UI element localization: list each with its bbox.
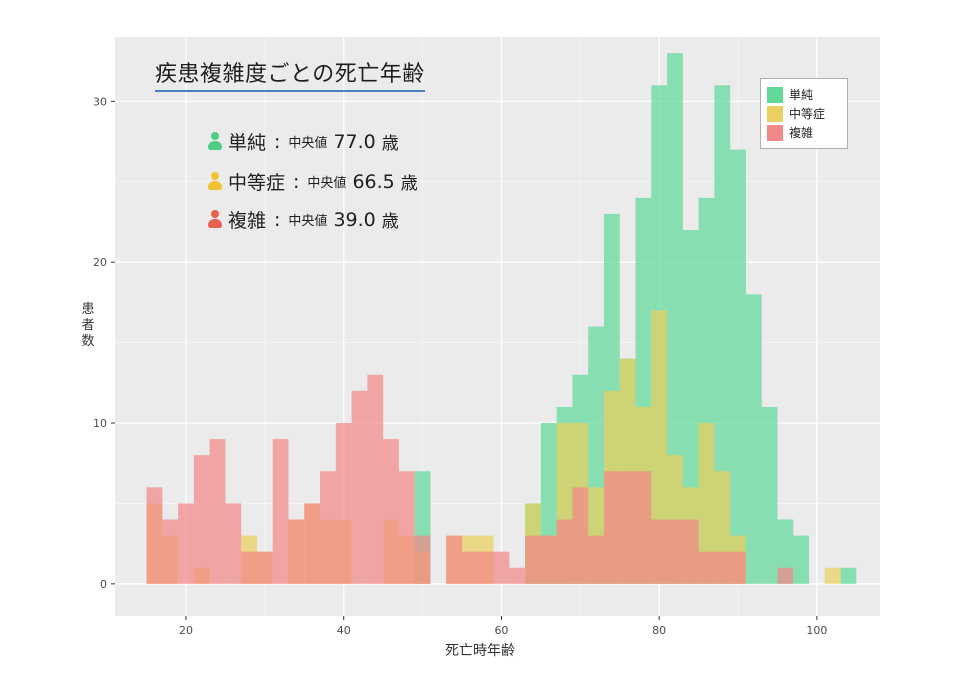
bar-series-0 [714, 85, 731, 584]
median-value: 39.0 [333, 208, 376, 231]
x-tick-label: 20 [179, 624, 193, 637]
bar-series-0 [667, 53, 683, 584]
chart-title-wrap: 疾患複雑度ごとの死亡年齢 [155, 56, 425, 92]
bar-series-2 [635, 471, 652, 584]
median-annotation-simple: 単純 : 中央値 77.0 歳 [208, 128, 399, 155]
bar-series-2 [225, 503, 242, 584]
bar-series-2 [209, 439, 226, 584]
legend-swatch [767, 124, 783, 141]
bar-series-0 [745, 294, 762, 584]
legend-item-complex: 複雑 [767, 123, 841, 142]
y-tick-label: 10 [93, 417, 107, 430]
bar-series-2 [383, 439, 399, 584]
y-axis-label: 患者数 [81, 302, 95, 349]
y-axis-ticks: 0 10 20 30 [93, 95, 115, 591]
median-value: 77.0 [333, 130, 376, 153]
bar-series-1 [698, 423, 715, 584]
annotation-label: 中等症 [228, 172, 286, 194]
bar-series-2 [178, 503, 194, 584]
median-unit: 歳 [400, 174, 418, 194]
median-unit: 歳 [381, 212, 399, 232]
legend-label: 単純 [789, 88, 814, 102]
bar-series-2 [414, 535, 431, 584]
bar-series-2 [588, 535, 604, 584]
bar-series-2 [714, 551, 731, 584]
person-icon [208, 209, 222, 231]
bar-series-2 [146, 487, 163, 584]
bar-series-2 [572, 487, 589, 584]
bar-series-2 [335, 423, 352, 584]
person-icon [208, 171, 222, 193]
y-tick-label: 20 [93, 256, 107, 269]
bar-series-2 [462, 551, 478, 584]
bar-series-2 [493, 551, 510, 584]
bar-series-2 [477, 551, 494, 584]
y-tick-label: 0 [100, 578, 107, 591]
x-tick-label: 80 [652, 624, 666, 637]
bar-series-2 [193, 455, 210, 584]
legend-item-moderate: 中等症 [767, 104, 841, 123]
bar-series-2 [398, 471, 415, 584]
legend-item-simple: 単純 [767, 85, 841, 104]
legend-swatch [767, 105, 783, 122]
median-label: 中央値 [307, 176, 347, 191]
legend-label: 複雑 [789, 126, 814, 140]
bar-series-2 [304, 503, 321, 584]
annotation-label: 複雑 [228, 210, 267, 232]
bar-series-2 [256, 551, 273, 584]
y-tick-label: 30 [93, 95, 107, 108]
x-axis-label: 死亡時年齢 [445, 643, 515, 659]
x-tick-label: 40 [337, 624, 351, 637]
median-label: 中央値 [288, 214, 328, 229]
annotation-label: 単純 [228, 132, 267, 154]
median-annotation-complex: 複雑 : 中央値 39.0 歳 [208, 206, 399, 233]
median-unit: 歳 [381, 134, 399, 154]
bar-series-2 [288, 519, 305, 584]
median-label: 中央値 [288, 136, 328, 151]
bar-series-2 [241, 551, 257, 584]
bar-series-2 [509, 567, 526, 584]
bar-series-2 [777, 567, 794, 584]
bar-series-0 [730, 149, 746, 584]
bar-series-2 [603, 471, 620, 584]
legend-swatch [767, 86, 783, 103]
median-value: 66.5 [352, 170, 395, 193]
bar-series-1 [824, 567, 841, 584]
bar-series-2 [367, 374, 384, 584]
bar-series-2 [540, 535, 557, 584]
bar-series-0 [761, 406, 778, 584]
bar-series-2 [556, 519, 573, 584]
bar-series-2 [162, 519, 179, 584]
bar-series-2 [351, 390, 368, 584]
x-tick-label: 60 [494, 624, 508, 637]
bar-series-2 [525, 535, 541, 584]
bar-series-1 [651, 310, 668, 584]
bar-series-2 [619, 471, 636, 584]
x-tick-label: 100 [806, 624, 827, 637]
bar-series-0 [840, 567, 857, 584]
bar-series-2 [698, 551, 715, 584]
bar-series-2 [320, 471, 336, 584]
x-axis-ticks: 20 40 60 80 100 [179, 616, 827, 637]
median-annotation-moderate: 中等症 : 中央値 66.5 歳 [208, 168, 418, 195]
bar-series-2 [651, 519, 668, 584]
person-icon [208, 131, 222, 153]
bar-series-0 [793, 535, 810, 584]
bar-series-2 [667, 519, 683, 584]
legend-label: 中等症 [789, 107, 826, 121]
bar-series-2 [730, 551, 746, 584]
legend: 単純 中等症 複雑 [760, 78, 848, 149]
bar-series-2 [446, 535, 463, 584]
bar-series-2 [682, 519, 699, 584]
bars-layer [146, 53, 857, 584]
bar-series-2 [272, 439, 289, 584]
chart-title: 疾患複雑度ごとの死亡年齢 [155, 56, 425, 92]
